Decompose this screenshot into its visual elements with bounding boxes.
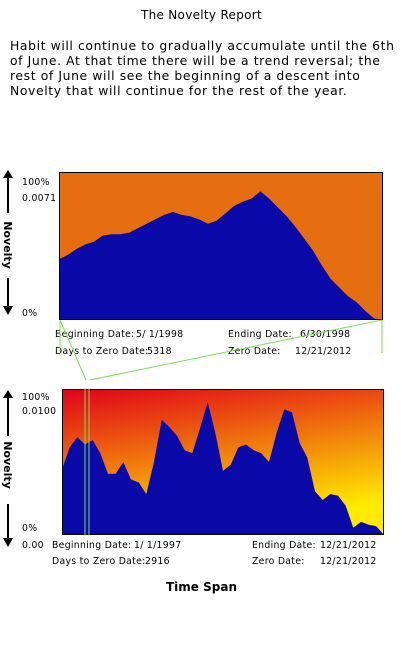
bottom-area-chart <box>62 389 384 535</box>
top-tick-100: 100% <box>22 177 50 188</box>
connector-left <box>59 319 87 381</box>
top-end-label: Ending Date: <box>228 329 292 340</box>
bottom-origin-label: 0.00 <box>22 540 44 551</box>
bottom-tick-mid: 0.0100 <box>22 406 57 417</box>
top-days-label: Days to Zero Date: <box>55 346 149 357</box>
top-tick-0: 0% <box>22 308 38 319</box>
bottom-days-value: 2916 <box>145 556 170 567</box>
novelty-area-series <box>62 402 384 535</box>
top-begin-label: Beginning Date: <box>55 329 135 340</box>
top-begin-value: 5/ 1/1998 <box>136 329 184 340</box>
plot-border <box>59 172 383 320</box>
bottom-zero-label: Zero Date: <box>252 556 305 567</box>
bottom-days-label: Days to Zero Date: <box>52 556 146 567</box>
bottom-begin-label: Beginning Date: <box>52 540 132 551</box>
report-title: The Novelty Report <box>140 8 263 22</box>
bottom-y-axis-arrows <box>3 390 13 547</box>
top-end-value: 6/30/1998 <box>300 329 351 340</box>
top-area-chart <box>59 172 383 320</box>
top-tick-mid: 0.0071 <box>22 193 57 204</box>
novelty-area-series <box>59 191 383 320</box>
bottom-end-label: Ending Date: <box>252 540 316 551</box>
bottom-zero-value: 12/21/2012 <box>320 556 377 567</box>
top-zero-value: 12/21/2012 <box>295 346 352 357</box>
report-summary: Habit will continue to gradually accumul… <box>10 38 395 98</box>
connector-right <box>89 319 383 381</box>
x-axis-label: Time Span <box>166 580 237 594</box>
range-connector <box>59 319 383 381</box>
top-zero-label: Zero Date: <box>228 346 281 357</box>
top-chart-panel: Novelty 100% 0.0071 0% Beginning Date: 5… <box>0 168 403 363</box>
bottom-end-value: 12/21/2012 <box>320 540 377 551</box>
bottom-tick-0: 0% <box>22 523 38 534</box>
top-y-axis-arrows <box>3 170 13 315</box>
bottom-tick-100: 100% <box>22 392 50 403</box>
bottom-chart-panel: Novelty 100% 0.0100 0% 0.00 Beginning Da… <box>0 386 403 586</box>
top-days-value: 5318 <box>147 346 172 357</box>
bottom-begin-value: 1/ 1/1997 <box>134 540 182 551</box>
plot-border <box>62 389 384 535</box>
